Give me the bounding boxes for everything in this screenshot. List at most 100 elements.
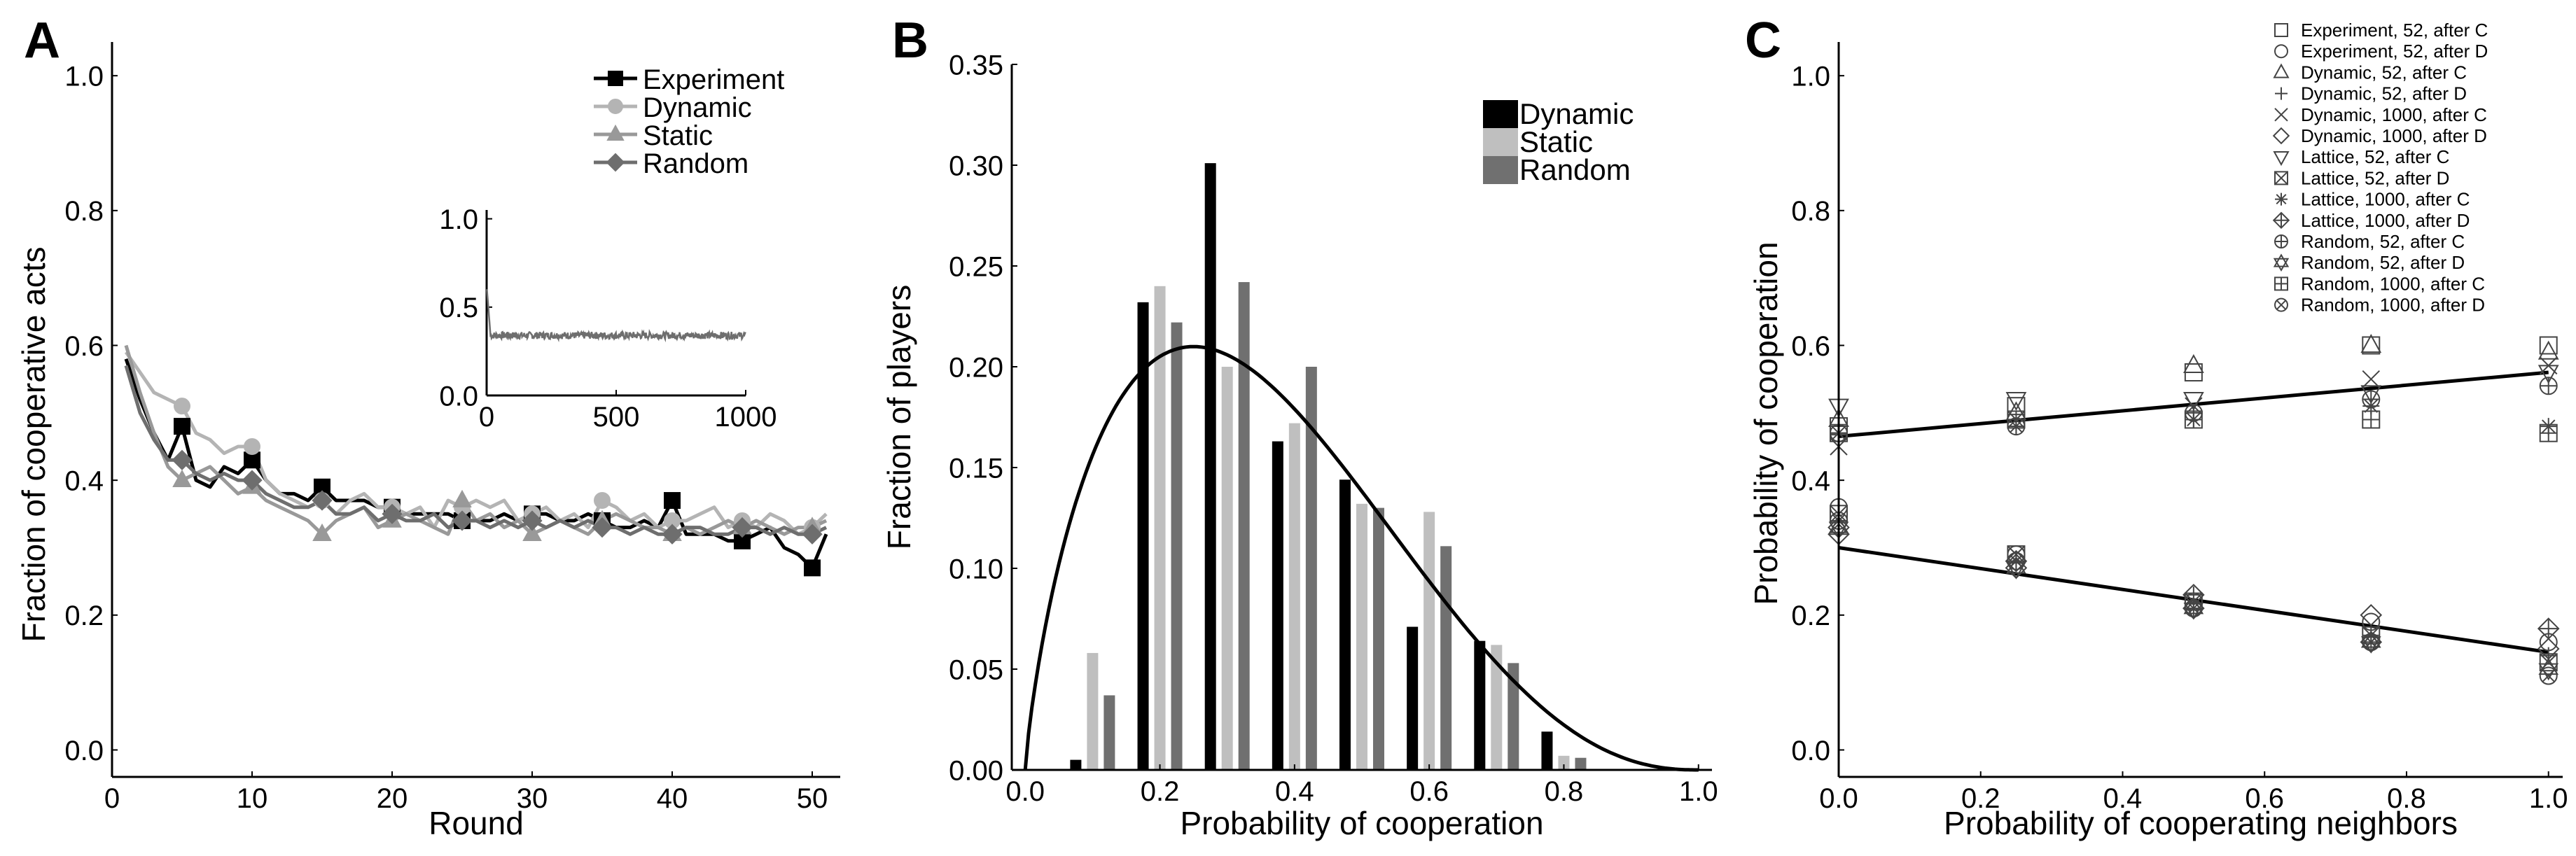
panel-c-point	[2360, 630, 2381, 654]
panel-c-legend-marker-cross	[2274, 213, 2289, 228]
panel-a-x-tick-label: 20	[377, 783, 408, 814]
panel-a-x-label: Round	[429, 805, 524, 841]
panel-b-bar-dynamic	[1070, 759, 1082, 770]
panel-a-x-tick-label: 50	[797, 783, 828, 814]
panel-b-bar-dynamic	[1407, 626, 1419, 770]
panel-c-legend-marker	[2273, 63, 2290, 78]
panel-c-point-shape	[2362, 336, 2381, 355]
panel-c-legend-marker	[2275, 87, 2288, 100]
panel-a-point-random-shape	[802, 524, 823, 545]
panel-c-legend-label: Dynamic, 1000, after D	[2301, 125, 2487, 146]
panel-a-point-random-shape	[592, 517, 613, 538]
panel-a-x-tick-label: 0	[104, 783, 120, 814]
panel-c-x-label: Probability of cooperating neighbors	[1944, 805, 2458, 841]
panel-a-legend-marker	[606, 124, 625, 141]
panel-c-point	[2007, 552, 2026, 570]
panel-b-bar-static	[1558, 755, 1570, 770]
panel-c: C Probability of cooperating neighbors Pro…	[1745, 13, 2568, 841]
panel-c-point-shape	[2005, 391, 2027, 412]
panel-b-bar-static	[1491, 645, 1503, 770]
panel-c-x-tick-label: 0.0	[1819, 783, 1858, 814]
panel-b-y-tick-label: 0.15	[949, 453, 1003, 484]
panel-c-point	[2362, 336, 2381, 355]
panel-c-legend-marker	[2274, 234, 2288, 248]
panel-c-legend-label: Lattice, 52, after C	[2301, 146, 2449, 167]
panel-b-x-tick-label: 0.2	[1141, 776, 1180, 807]
panel-b-bar-static	[1288, 423, 1300, 770]
panel-b-y-tick-label: 0.20	[949, 352, 1003, 383]
panel-c-point-shape	[2183, 596, 2204, 615]
panel-a: 0 10 20 30 40 500.00.20.40.60.81.0ARoundFract…	[15, 13, 840, 841]
panel-c-legend-marker-shape	[2274, 297, 2288, 312]
panel-c-legend-label: Experiment, 52, after C	[2301, 20, 2488, 41]
panel-c-y-tick-label: 0.6	[1791, 331, 1830, 362]
panel-a-inset-y-tick-label: 0.0	[439, 381, 478, 412]
panel-b-x-tick-label: 0.6	[1409, 776, 1449, 807]
panel-c-legend-label: Lattice, 1000, after D	[2301, 210, 2470, 231]
panel-b-x-tick-label: 0.8	[1545, 776, 1584, 807]
panel-a-legend-label: Dynamic	[643, 92, 752, 123]
panel-a-point-dynamic-shape	[594, 492, 611, 510]
panel-a-point-experiment-shape	[174, 418, 190, 435]
panel-a-point-random	[592, 517, 613, 538]
panel-c-point	[2539, 377, 2558, 395]
panel-c-legend-marker-shape	[2273, 253, 2290, 267]
panel-b-bar-dynamic	[1339, 479, 1351, 770]
panel-c-x-tick-label: 0.6	[2245, 783, 2284, 814]
panel-b-x-tick-label: 1.0	[1679, 776, 1718, 807]
panel-a-point-experiment-shape	[664, 492, 681, 510]
panel-c-legend-marker-shape2	[2273, 258, 2290, 272]
panel-c-point	[2539, 666, 2558, 685]
panel-c-legend-marker	[2274, 171, 2288, 185]
panel-c-legend-marker-shape	[2273, 151, 2290, 167]
panel-b-bar-static	[1356, 503, 1367, 770]
panel-c-point	[2007, 410, 2026, 429]
panel-c-point-shape	[2182, 353, 2204, 373]
panel-b-y-tick-label: 0.00	[949, 755, 1003, 786]
panel-c-legend-marker-shape	[2274, 44, 2288, 59]
panel-a-point-random	[662, 524, 683, 545]
panel-a-point-random	[522, 510, 543, 531]
panel-c-y-tick-label: 1.0	[1791, 62, 1830, 92]
panel-c-point-shape	[2538, 657, 2559, 675]
panel-a-legend-label: Random	[643, 148, 749, 179]
panel-c-legend-marker	[2274, 23, 2288, 37]
panel-a-y-tick-label: 0.8	[64, 196, 104, 227]
panel-a-y-tick-label: 0.4	[64, 466, 104, 497]
panel-c-point-shape	[2362, 370, 2380, 388]
panel-c-point-cross	[2187, 602, 2200, 615]
panel-b-bar-random	[1575, 757, 1587, 770]
panel-a-legend-label: Static	[643, 120, 713, 151]
panel-c-point	[2183, 596, 2204, 620]
panel-b-bar-static	[1087, 652, 1099, 770]
panel-c-point-shape	[2360, 334, 2382, 353]
panel-a-point-static-shape	[312, 523, 332, 542]
panel-c-point-shape	[2539, 653, 2558, 672]
panel-c-legend-label: Dynamic, 52, after D	[2301, 83, 2467, 104]
panel-b-y-tick-label: 0.25	[949, 251, 1003, 282]
panel-b-bar-random	[1103, 695, 1115, 770]
panel-c-point-shape	[2182, 391, 2204, 412]
panel-b-bar-dynamic	[1541, 731, 1553, 770]
panel-c-point-shape2	[2183, 602, 2204, 620]
panel-b-bar-random	[1508, 663, 1519, 770]
panel-c-legend-label: Dynamic, 52, after C	[2301, 62, 2467, 83]
panel-b-x-label: Probability of cooperation	[1180, 805, 1543, 841]
panel-a-y-tick-label: 1.0	[64, 62, 104, 92]
panel-a-x-tick-label: 10	[237, 783, 268, 814]
panel-a-point-random-shape	[382, 503, 403, 524]
panel-c-legend-marker-shape	[2274, 171, 2288, 185]
panel-b-legend-label: Random	[1519, 153, 1631, 186]
panel-a-series-dynamic	[124, 351, 828, 536]
panel-c-y-tick-label: 0.8	[1791, 196, 1830, 227]
panel-a-point-random	[452, 510, 473, 531]
panel-a-point-random-shape	[732, 517, 753, 538]
panel-c-point	[2539, 336, 2558, 355]
panel-c-point-shape	[2537, 365, 2559, 384]
panel-b-bar-static	[1221, 367, 1233, 770]
panel-b-x-tick-label: 0.4	[1275, 776, 1314, 807]
panel-a-point-static	[452, 489, 472, 507]
panel-c-point-cross	[2362, 411, 2380, 428]
